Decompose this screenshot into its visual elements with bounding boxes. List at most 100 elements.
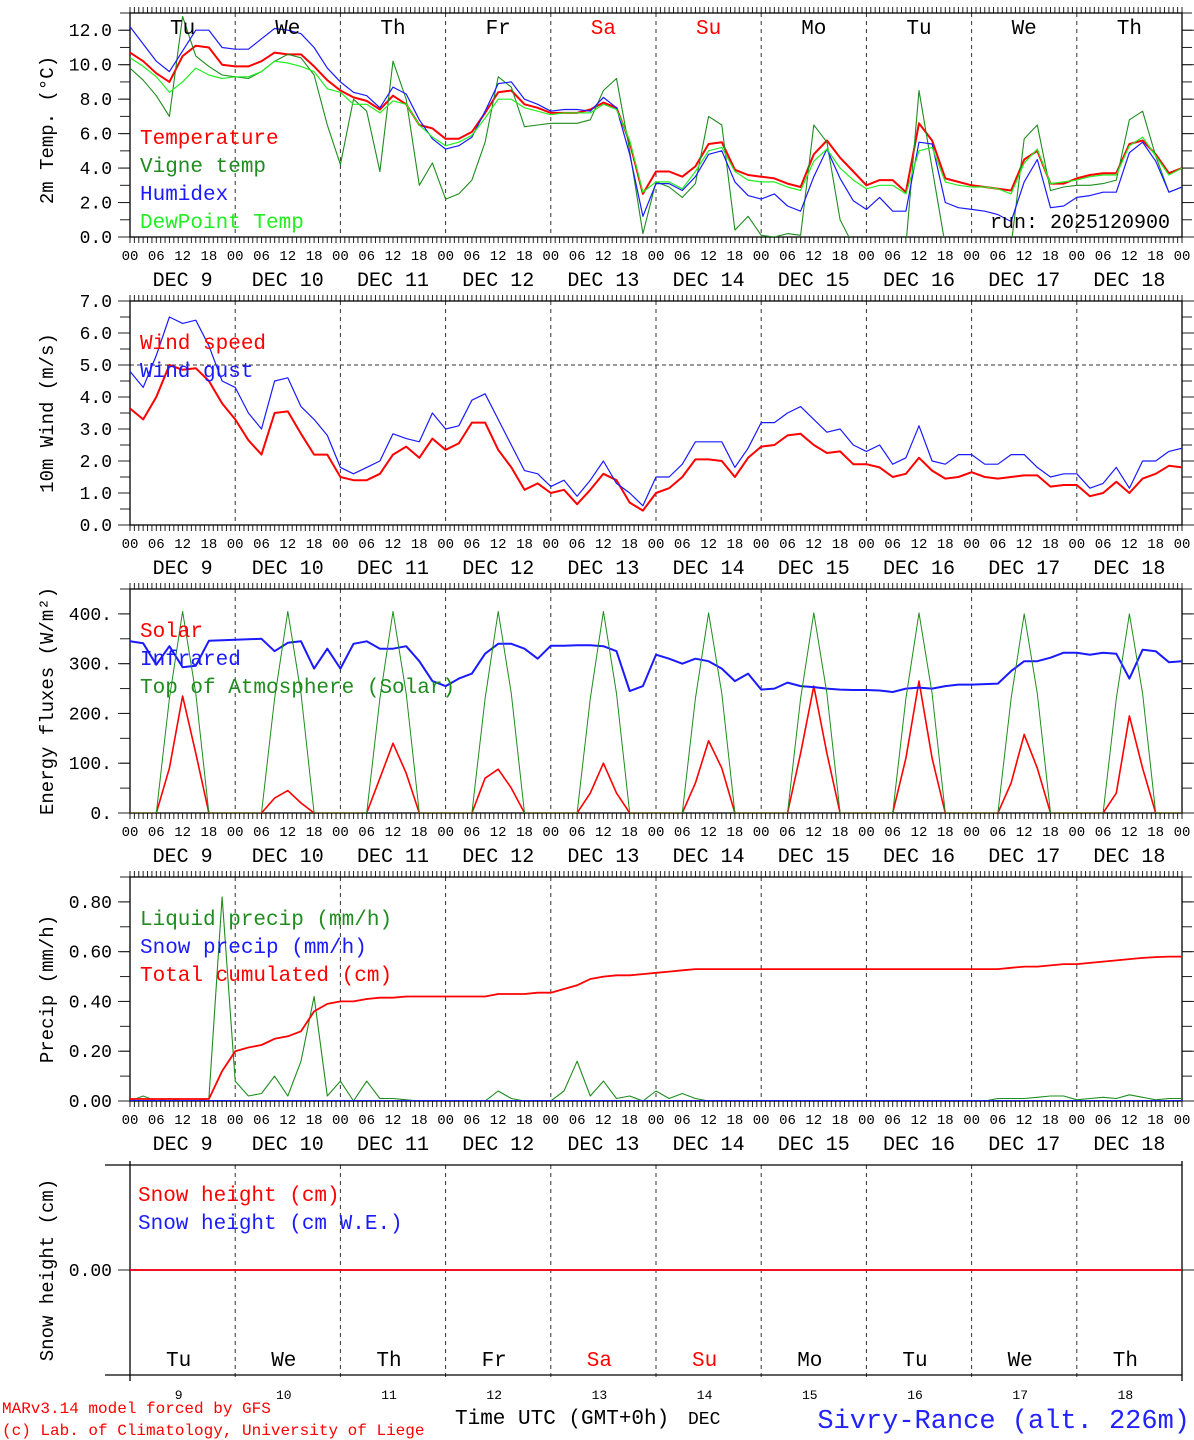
hour-tick-label: 12: [279, 1113, 296, 1129]
hour-tick-label: 12: [174, 825, 191, 841]
hour-tick-label: 18: [306, 249, 323, 265]
hour-tick-label: 12: [174, 1113, 191, 1129]
day-of-week-label: Th: [1117, 18, 1142, 41]
hour-tick-label: 06: [463, 249, 480, 265]
hour-tick-label: 00: [648, 825, 665, 841]
hour-tick-label: 00: [858, 825, 875, 841]
day-number-label: 18: [1118, 1388, 1134, 1403]
hour-tick-label: 00: [227, 1113, 244, 1129]
hour-tick-label: 18: [1147, 537, 1164, 553]
hour-tick-label: 18: [937, 825, 954, 841]
hour-tick-label: 00: [122, 249, 139, 265]
day-number-label: 11: [381, 1388, 397, 1403]
y-tick-label: 0.40: [69, 993, 112, 1013]
day-of-week-label: Th: [376, 1350, 401, 1373]
x-axis-month: DEC: [688, 1410, 721, 1430]
day-number-label: 12: [486, 1388, 502, 1403]
hour-tick-label: 06: [884, 825, 901, 841]
hour-tick-label: 18: [516, 1113, 533, 1129]
y-tick-label: 200.: [69, 705, 112, 725]
hour-tick-label: 12: [595, 537, 612, 553]
hour-tick-label: 06: [569, 825, 586, 841]
day-of-week-label: Su: [692, 1350, 717, 1373]
hour-tick-label: 18: [832, 825, 849, 841]
series-line-dewpoint-temp: [130, 57, 1182, 195]
hour-tick-label: 12: [1121, 249, 1138, 265]
hour-tick-label: 06: [989, 825, 1006, 841]
date-label: DEC 16: [883, 270, 955, 293]
hour-tick-label: 06: [674, 825, 691, 841]
y-tick-label: 0.: [90, 805, 112, 825]
hour-tick-label: 00: [1068, 249, 1085, 265]
hour-tick-label: 12: [1121, 825, 1138, 841]
hour-tick-label: 18: [726, 537, 743, 553]
hour-tick-label: 06: [779, 1113, 796, 1129]
date-label: DEC 17: [988, 270, 1060, 293]
hour-tick-label: 18: [726, 825, 743, 841]
y-axis-label: Energy fluxes (W/m²): [37, 587, 59, 815]
date-label: DEC 12: [462, 846, 534, 869]
y-tick-label: 1.0: [80, 485, 112, 505]
hour-tick-label: 06: [779, 249, 796, 265]
lab-credit: (c) Lab. of Climatology, University of L…: [2, 1422, 424, 1440]
hour-tick-label: 00: [753, 537, 770, 553]
legend-entry: Total cumulated (cm): [140, 965, 392, 988]
hour-tick-label: 06: [148, 1113, 165, 1129]
hour-tick-label: 00: [122, 825, 139, 841]
legend-entry: Top of Atmosphere (Solar): [140, 677, 455, 700]
hour-tick-label: 06: [148, 825, 165, 841]
legend-entry: DewPoint Temp: [140, 212, 304, 235]
y-tick-label: 4.0: [80, 389, 112, 409]
hour-tick-label: 06: [358, 825, 375, 841]
legend-entry: Snow height (cm): [138, 1185, 340, 1208]
hour-tick-label: 18: [1147, 249, 1164, 265]
date-label: DEC 13: [567, 270, 639, 293]
date-label: DEC 9: [153, 558, 213, 581]
hour-tick-label: 18: [1042, 537, 1059, 553]
hour-tick-label: 12: [700, 249, 717, 265]
x-axis-title: Time UTC (GMT+0h): [455, 1408, 669, 1431]
date-label: DEC 12: [462, 270, 534, 293]
hour-tick-label: 06: [569, 249, 586, 265]
hour-tick-label: 12: [1121, 537, 1138, 553]
hour-tick-label: 18: [306, 537, 323, 553]
hour-tick-label: 00: [332, 825, 349, 841]
hour-tick-label: 18: [621, 825, 638, 841]
hour-tick-label: 00: [542, 825, 559, 841]
y-tick-label: 300.: [69, 656, 112, 676]
hour-tick-label: 00: [963, 249, 980, 265]
date-label: DEC 13: [567, 846, 639, 869]
hour-tick-label: 00: [332, 249, 349, 265]
hour-tick-label: 06: [674, 537, 691, 553]
hour-tick-label: 12: [911, 1113, 928, 1129]
date-label: DEC 10: [252, 270, 324, 293]
hour-tick-label: 06: [1095, 1113, 1112, 1129]
series-line-solar: [130, 680, 1182, 813]
date-label: DEC 14: [673, 558, 745, 581]
hour-tick-label: 00: [122, 1113, 139, 1129]
panel-frame: [129, 300, 1183, 526]
hour-tick-label: 18: [411, 537, 428, 553]
hour-tick-label: 12: [385, 249, 402, 265]
y-tick-label: 8.0: [80, 91, 112, 111]
y-tick-label: 0.20: [69, 1043, 112, 1063]
hour-tick-label: 00: [753, 249, 770, 265]
hour-tick-label: 00: [1174, 825, 1191, 841]
y-tick-label: 0.60: [69, 944, 112, 964]
hour-tick-label: 12: [174, 249, 191, 265]
date-label: DEC 12: [462, 1134, 534, 1157]
legend-entry: Infrared: [140, 649, 241, 672]
hour-tick-label: 00: [437, 249, 454, 265]
y-tick-label: 6.0: [80, 325, 112, 345]
hour-tick-label: 18: [1042, 249, 1059, 265]
y-tick-label: 12.0: [69, 22, 112, 42]
date-label: DEC 10: [252, 846, 324, 869]
legend-entry: Snow height (cm W.E.): [138, 1213, 403, 1236]
day-of-week-label: Fr: [486, 18, 511, 41]
hour-tick-label: 06: [148, 249, 165, 265]
day-of-week-label: Su: [696, 18, 721, 41]
legend-entry: Wind speed: [140, 333, 266, 356]
hour-tick-label: 06: [253, 537, 270, 553]
hour-tick-label: 00: [858, 537, 875, 553]
